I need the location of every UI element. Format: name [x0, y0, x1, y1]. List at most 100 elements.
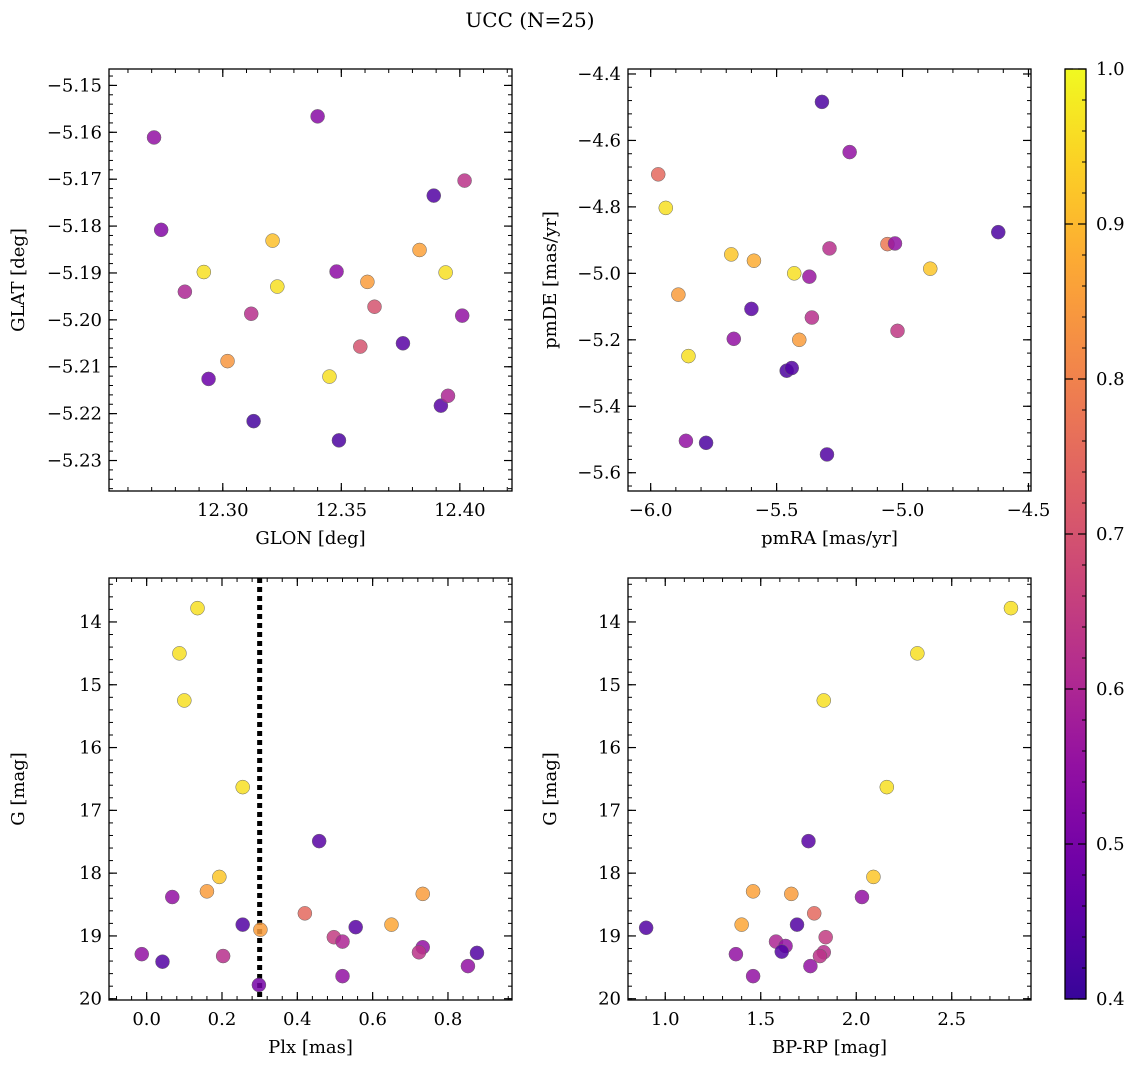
x-axis-label: GLON [deg]	[255, 528, 365, 549]
data-point	[819, 447, 835, 462]
data-point	[155, 954, 170, 969]
data-point	[879, 779, 895, 795]
x-tick-label: 0.2	[208, 1009, 237, 1030]
y-tick-label: 15	[79, 675, 102, 696]
x-tick-label: 2.0	[842, 1009, 871, 1030]
data-point	[220, 353, 235, 369]
y-axis-label: G [mag]	[8, 752, 29, 825]
x-tick-label: −6.0	[629, 500, 673, 521]
data-point	[311, 833, 327, 849]
x-tick-label: 0.0	[132, 1009, 161, 1030]
y-tick-label: 14	[79, 612, 102, 633]
data-point	[816, 693, 832, 708]
y-tick-label: 18	[598, 863, 621, 884]
y-tick-label: −5.16	[47, 122, 102, 143]
data-point	[792, 332, 807, 348]
colorbar-tick-label: 1.0	[1096, 59, 1125, 80]
x-tick-label: 1.5	[746, 1009, 775, 1030]
data-point	[784, 886, 799, 902]
data-point	[177, 284, 193, 299]
y-tick-label: 19	[79, 926, 102, 947]
y-tick-label: −5.18	[47, 216, 102, 237]
x-tick-label: −4.5	[1007, 500, 1051, 521]
x-axis-label: Plx [mas]	[268, 1037, 353, 1058]
y-tick-label: 16	[598, 738, 621, 759]
data-point	[235, 917, 250, 932]
axes-frame	[108, 68, 513, 492]
colorbar-tick-label: 0.8	[1096, 369, 1125, 390]
data-point	[786, 266, 802, 281]
data-point	[728, 946, 744, 962]
colorbar-tick-label: 0.5	[1096, 834, 1125, 855]
panel-glon-glat: 12.30 12.35 12.40 −5.15 −5.16 −5.17 −5.18 −5.19…	[8, 68, 513, 549]
data-point	[469, 945, 485, 961]
data-point	[251, 977, 267, 993]
y-tick-label: −4.4	[577, 64, 621, 85]
colorbar-tick-label: 0.6	[1096, 679, 1125, 700]
data-point	[638, 920, 654, 936]
x-tick-label: 12.40	[434, 500, 486, 521]
panel-bprp-g: 1.0 1.5 2.0 2.5 14 15 16 17 18 19 20 BP-RP [mag] G […	[540, 577, 1032, 1058]
y-tick-label: 15	[598, 675, 621, 696]
axes-frame	[627, 68, 1032, 492]
y-tick-label: 20	[598, 989, 621, 1010]
y-tick-label: 17	[598, 800, 621, 821]
data-point	[822, 241, 837, 256]
data-point	[322, 369, 337, 384]
data-point	[890, 323, 905, 339]
y-axis-label: pmDE [mas/yr]	[540, 211, 561, 349]
data-point	[395, 336, 411, 351]
y-tick-label: 19	[598, 926, 621, 947]
y-axis-label: GLAT [deg]	[8, 228, 29, 332]
data-point	[650, 167, 666, 182]
x-axis-label: BP-RP [mag]	[772, 1037, 887, 1058]
data-point	[866, 869, 881, 885]
data-point	[335, 934, 350, 949]
data-point	[201, 371, 216, 387]
panel-plx-g: 0.0 0.2 0.4 0.6 0.8 14 15 16 17 18 19 20 Plx [mas] G …	[8, 577, 513, 1058]
y-tick-label: 20	[79, 989, 102, 1010]
x-tick-label: 0.6	[358, 1009, 387, 1030]
data-point	[457, 173, 472, 188]
data-point	[1003, 600, 1019, 616]
data-point	[253, 922, 268, 937]
data-point	[814, 94, 830, 110]
data-point	[681, 348, 696, 364]
data-point	[235, 779, 250, 795]
data-point	[801, 833, 816, 849]
y-tick-label: −5.4	[577, 396, 621, 417]
axes-frame	[627, 577, 1032, 1001]
data-point	[411, 945, 427, 960]
y-tick-label: −5.19	[47, 263, 102, 284]
data-point	[804, 310, 820, 325]
data-point	[153, 222, 169, 238]
data-point	[726, 331, 742, 347]
data-point	[360, 274, 375, 290]
data-point	[412, 242, 427, 258]
y-tick-label: −5.22	[47, 404, 102, 425]
x-tick-label: 12.35	[316, 500, 368, 521]
x-tick-label: 0.8	[434, 1009, 463, 1030]
data-point	[415, 886, 430, 902]
x-tick-label: 0.4	[283, 1009, 312, 1030]
data-point	[433, 398, 449, 413]
x-tick-label: −5.0	[881, 500, 925, 521]
data-point	[440, 388, 456, 404]
data-point	[818, 929, 833, 945]
data-point	[353, 339, 368, 354]
data-point	[297, 906, 313, 921]
data-point	[658, 200, 674, 216]
data-point	[196, 264, 212, 280]
x-tick-label: 12.30	[197, 500, 249, 521]
data-point	[331, 433, 347, 448]
data-point	[910, 646, 925, 661]
data-point	[698, 435, 714, 451]
data-point	[310, 109, 325, 124]
y-tick-label: −5.17	[47, 169, 102, 190]
data-point	[177, 693, 192, 708]
panel-pmra-pmde: −6.0 −5.5 −5.0 −4.5 −4.4 −4.6 −4.8 −5.0 −5.2 −5.4…	[540, 64, 1050, 549]
y-tick-label: −5.21	[47, 357, 102, 378]
data-point	[438, 265, 453, 280]
data-point	[165, 889, 180, 905]
